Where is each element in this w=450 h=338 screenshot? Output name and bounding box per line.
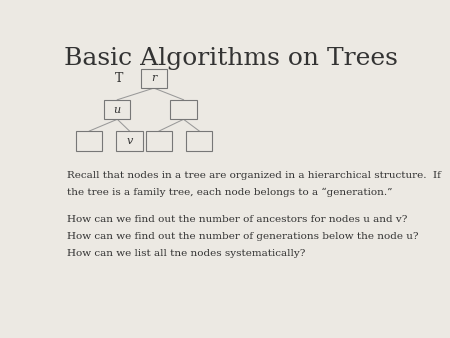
Bar [141, 69, 167, 88]
Bar [104, 100, 130, 119]
Text: the tree is a family tree, each node belongs to a “generation.”: the tree is a family tree, each node bel… [67, 188, 392, 197]
Text: T: T [115, 72, 123, 85]
Text: How can we find out the number of ancestors for nodes u and v?: How can we find out the number of ancest… [67, 215, 407, 224]
Text: How can we list all tne nodes systematically?: How can we list all tne nodes systematic… [67, 249, 305, 258]
Text: How can we find out the number of generations below the node u?: How can we find out the number of genera… [67, 232, 418, 241]
Text: u: u [114, 104, 121, 115]
Bar [76, 131, 103, 150]
Bar [186, 131, 212, 150]
Text: r: r [151, 73, 157, 83]
Bar [117, 131, 143, 150]
Bar [146, 131, 172, 150]
Bar [171, 100, 197, 119]
Text: Recall that nodes in a tree are organized in a hierarchical structure.  If: Recall that nodes in a tree are organize… [67, 171, 441, 180]
Text: v: v [126, 136, 133, 146]
Text: Basic Algorithms on Trees: Basic Algorithms on Trees [64, 47, 397, 70]
